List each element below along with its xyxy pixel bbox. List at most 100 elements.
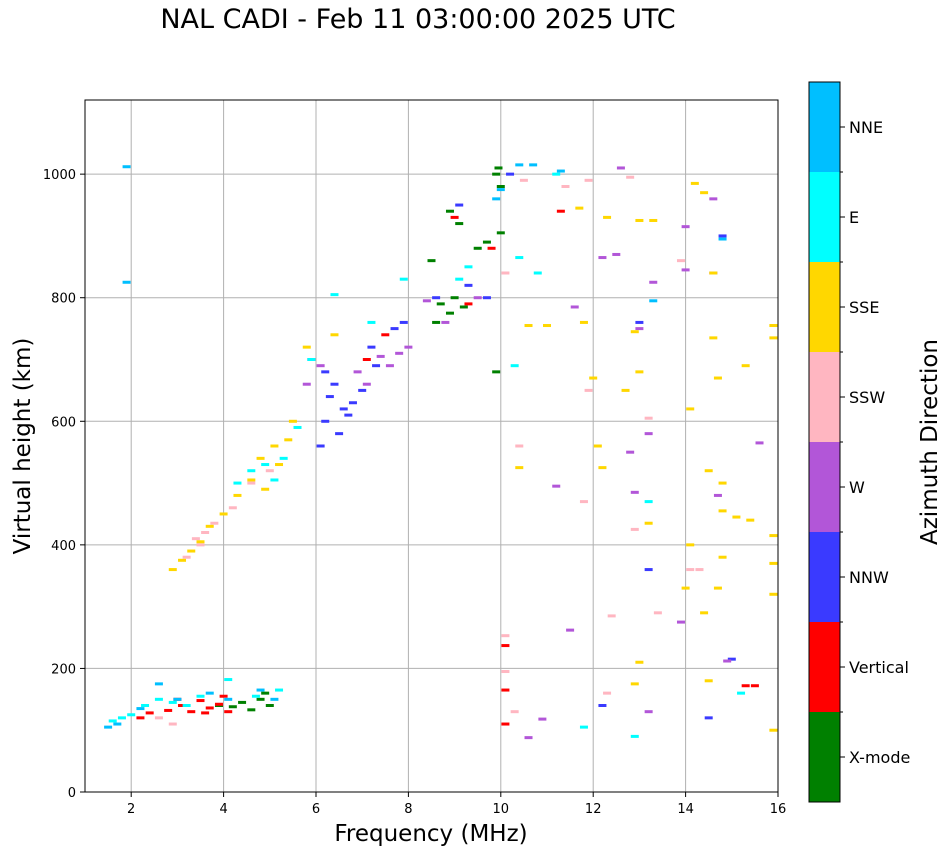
data-point [589,376,598,380]
y-tick-label: 200 [51,662,76,677]
data-point [399,320,408,324]
data-point [681,225,690,229]
data-point [686,407,695,411]
data-point [713,493,722,497]
data-point [385,364,394,368]
data-point [302,382,311,386]
data-point [233,493,242,497]
data-point [556,169,565,173]
data-point [653,611,662,615]
data-point [275,463,284,467]
data-point [635,660,644,664]
data-point [501,722,510,726]
data-point [649,218,658,222]
data-point [543,324,551,328]
data-point [362,358,371,361]
data-point [649,299,658,303]
data-point [219,512,228,516]
data-point [584,178,593,182]
colorbar-segment [809,172,840,262]
colorbar-tick-label: Vertical [849,658,909,677]
data-point [713,376,722,380]
colorbar-tick-label: SSW [849,388,885,407]
colorbar-segment [809,262,840,352]
data-point [432,296,441,300]
data-point [210,521,219,525]
data-point [492,172,501,176]
data-point [279,456,288,460]
data-point [769,336,778,340]
data-point [293,425,302,429]
data-point [127,713,136,717]
data-point [432,320,441,324]
x-tick-label: 8 [404,802,412,817]
data-point [709,336,718,340]
colorbar-tick-label: X-mode [849,748,910,767]
data-point [704,679,713,683]
data-point [348,401,357,405]
data-point [473,246,482,250]
data-point [404,345,413,349]
data-point [718,481,727,485]
data-point [330,382,339,386]
data-point [224,710,233,714]
data-point [427,259,436,263]
data-point [302,345,311,349]
data-point [704,469,713,473]
data-point [191,537,200,541]
data-point [496,231,505,235]
y-tick-label: 800 [51,292,76,307]
data-point [492,370,501,374]
data-point [104,725,113,729]
data-point [247,469,256,473]
data-point [344,413,353,417]
data-point [141,704,150,707]
data-point [635,320,644,324]
data-point [561,185,570,188]
x-tick-label: 10 [493,802,510,817]
data-point [455,222,464,226]
y-tick-label: 0 [68,786,76,801]
data-point [676,620,685,624]
data-point [519,178,528,182]
data-point [644,432,653,436]
data-point [187,549,196,553]
data-point [644,500,653,504]
data-point [690,181,699,185]
data-point [108,719,117,723]
data-point [247,481,256,485]
data-points [104,163,778,740]
data-point [178,704,187,707]
data-point [755,441,764,445]
data-point [201,711,210,715]
x-tick-label: 6 [312,802,320,817]
data-point [168,700,177,704]
data-point [732,515,741,519]
data-point [251,694,260,698]
data-point [538,717,547,721]
data-point [214,702,223,706]
data-point [524,324,533,328]
colorbar-segment [809,442,840,532]
data-point [205,524,214,528]
data-point [256,697,265,701]
data-point [494,166,503,170]
data-point [533,271,542,275]
data-point [316,364,325,368]
data-point [704,716,713,720]
data-point [686,568,695,572]
data-point [473,296,482,300]
data-point [515,163,524,167]
data-point [635,327,644,331]
data-point [695,568,704,572]
colorbar-tick-label: SSE [849,298,879,317]
data-point [626,175,635,179]
chart-title: NAL CADI - Feb 11 03:00:00 2025 UTC [160,4,676,35]
data-point [630,330,639,334]
data-point [644,521,653,525]
data-point [168,568,177,572]
data-point [501,688,510,692]
data-point [579,725,588,729]
data-point [330,333,339,337]
data-point [741,684,750,688]
